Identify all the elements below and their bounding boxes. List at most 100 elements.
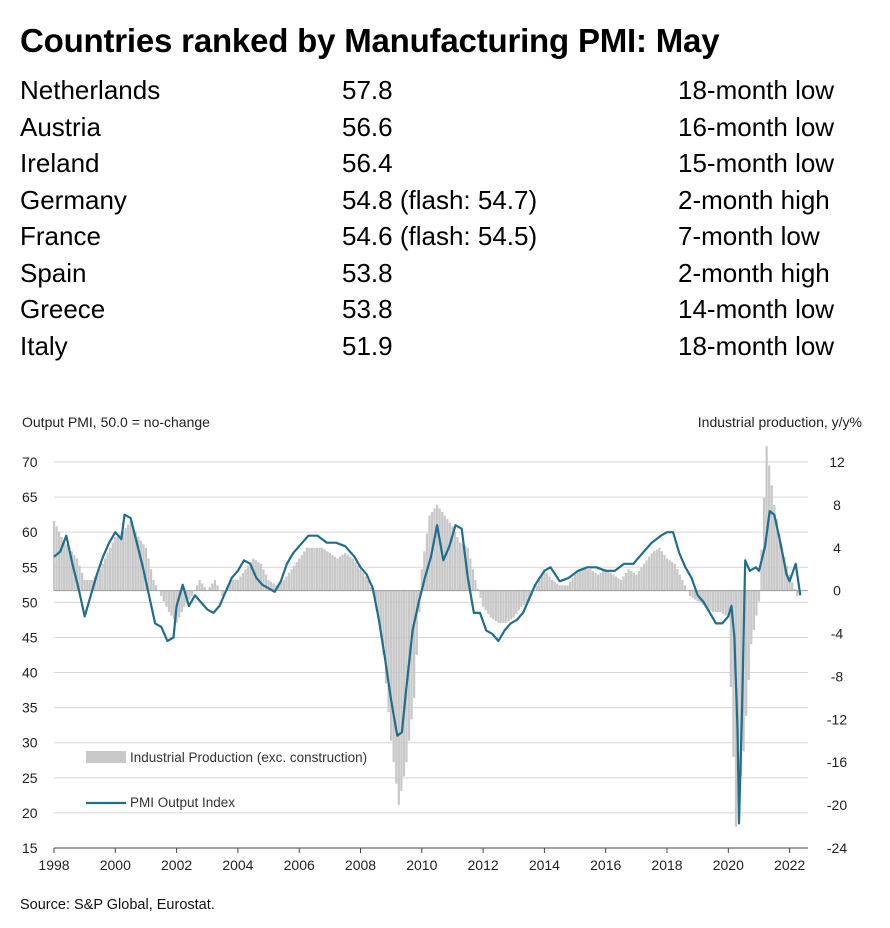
ip-bar — [561, 585, 564, 591]
ip-bar — [328, 553, 331, 591]
ip-bar — [752, 590, 755, 630]
ip-bar — [596, 574, 600, 591]
ip-bar — [68, 547, 71, 591]
country-name: Italy — [20, 330, 68, 361]
ip-bar — [285, 576, 288, 591]
ip-bar — [453, 531, 457, 591]
ip-bar — [96, 572, 99, 591]
x-tick-label: 2022 — [774, 857, 805, 873]
ip-bar — [351, 558, 354, 591]
pmi-value: 53.8 — [342, 294, 393, 324]
trend-note: 18-month low — [678, 75, 835, 105]
ip-bar — [517, 590, 520, 611]
ip-bar — [446, 519, 449, 591]
ip-bar — [55, 526, 58, 591]
ranking-row: Spain 53.8 2-month high — [20, 255, 870, 292]
right-tick-label: -8 — [831, 668, 844, 684]
ip-bar — [149, 569, 153, 591]
ip-bar — [208, 587, 211, 591]
ip-bar — [765, 445, 768, 591]
right-tick-label: -20 — [827, 797, 847, 813]
ip-bar — [344, 553, 347, 591]
ip-bar — [155, 585, 158, 591]
ip-bar — [267, 579, 270, 591]
ip-bar — [338, 556, 342, 591]
pmi-output-line — [53, 509, 802, 825]
ip-bar — [458, 542, 462, 591]
ip-bar — [584, 569, 587, 591]
x-tick-label: 2016 — [590, 857, 621, 873]
ip-bar — [660, 551, 664, 591]
ip-bar — [732, 590, 735, 757]
ip-bar — [775, 519, 778, 591]
right-axis-title: Industrial production, y/y% — [698, 414, 862, 430]
ip-bar — [448, 522, 452, 591]
ip-bar — [354, 562, 357, 591]
legend: Industrial Production (exc. construction… — [86, 750, 367, 810]
ip-bar — [464, 545, 467, 591]
ip-bar — [747, 590, 750, 681]
ip-bar — [538, 579, 541, 591]
ip-bar — [663, 554, 666, 591]
ip-bar — [750, 590, 753, 645]
ip-bar — [264, 574, 268, 591]
ip-bar — [318, 547, 321, 591]
ip-bar — [576, 572, 579, 591]
ip-bar — [384, 590, 388, 684]
ip-bar — [614, 576, 618, 591]
x-tick-label: 1998 — [38, 857, 69, 873]
ip-bar — [433, 508, 436, 591]
ip-bar — [369, 587, 372, 591]
ip-bar — [280, 581, 283, 591]
ip-bar — [683, 585, 687, 591]
ip-bar — [668, 560, 671, 591]
ip-bar — [579, 571, 582, 591]
ip-bar — [591, 571, 595, 591]
ip-bar — [377, 590, 380, 620]
ip-bar — [367, 579, 370, 591]
country-name: Austria — [20, 111, 101, 142]
ip-bar — [303, 551, 306, 591]
ip-bar — [617, 578, 620, 591]
ip-bar — [545, 572, 549, 591]
ip-bar — [83, 579, 86, 591]
ip-bar — [522, 590, 526, 605]
ip-bar — [563, 585, 566, 591]
ip-bar — [502, 590, 505, 623]
left-tick-label: 55 — [22, 559, 38, 575]
chart-title: Countries ranked by Manufacturing PMI: M… — [20, 22, 720, 59]
ip-bar — [425, 533, 429, 591]
ranking-row: Netherlands 57.8 18-month low — [20, 72, 870, 109]
trend-note: 2-month high — [678, 257, 830, 288]
country-name: France — [20, 221, 101, 251]
ip-bar — [137, 537, 140, 591]
right-tick-label: 4 — [833, 540, 841, 556]
ip-bar — [323, 549, 326, 591]
pmi-line-group — [53, 509, 802, 825]
ip-bar — [494, 590, 498, 622]
ip-bar — [188, 590, 191, 600]
ip-bar — [75, 558, 79, 591]
ip-bar — [729, 590, 732, 688]
trend-note: 18-month low — [678, 330, 835, 361]
pmi-value: 56.6 — [342, 111, 393, 142]
ip-bar — [722, 590, 725, 614]
ip-bar — [395, 590, 398, 784]
ip-bar — [706, 590, 710, 609]
ip-bar — [119, 533, 122, 591]
ip-bar — [349, 556, 352, 591]
right-tick-label: 8 — [833, 497, 841, 513]
ip-bar — [456, 537, 459, 591]
ip-bar — [612, 574, 615, 591]
ip-bar — [665, 558, 669, 591]
ip-bar — [653, 551, 656, 591]
ip-bar — [484, 590, 487, 611]
ip-bar — [737, 590, 740, 802]
trend-note: 15-month low — [678, 148, 835, 178]
ip-bar — [469, 558, 472, 591]
ip-bar — [423, 551, 426, 591]
ip-bar — [88, 579, 91, 591]
legend-label-ip: Industrial Production (exc. construction… — [130, 750, 367, 765]
ip-bar — [374, 590, 377, 602]
ip-bar — [98, 569, 102, 591]
